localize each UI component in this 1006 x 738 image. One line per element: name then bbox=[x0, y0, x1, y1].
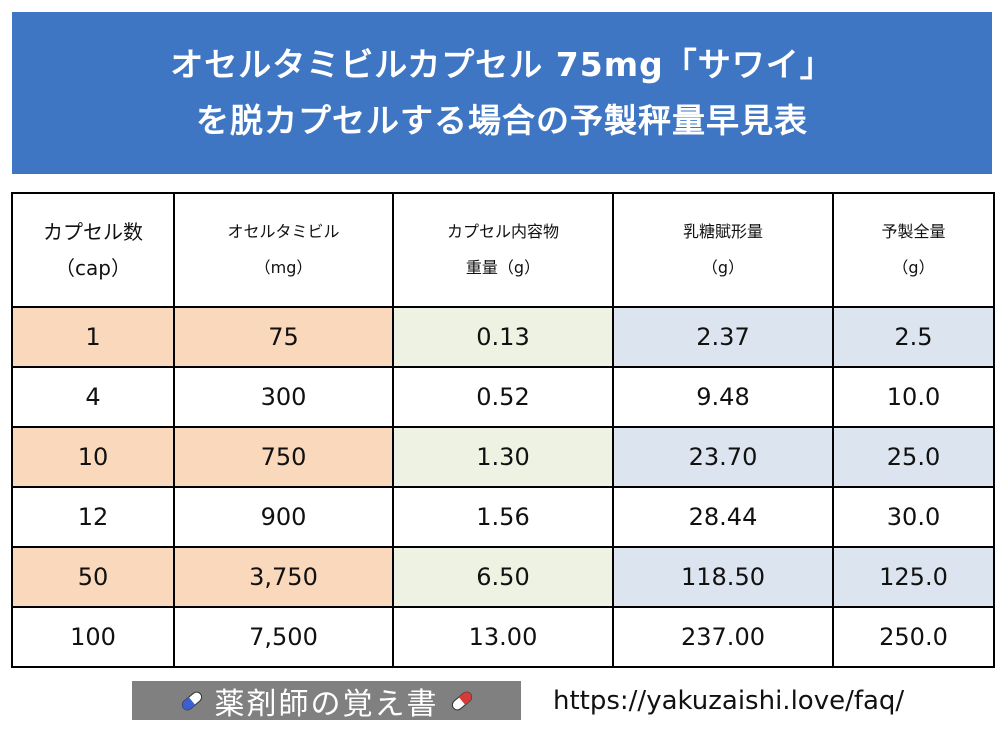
table-cell: 12 bbox=[11, 486, 175, 548]
header-unit: （mg） bbox=[254, 258, 313, 277]
table-cell: 125.0 bbox=[832, 546, 995, 608]
header-label: カプセル内容物 bbox=[446, 222, 559, 241]
header-label: 乳糖賦形量 bbox=[682, 222, 763, 241]
table-cell: 118.50 bbox=[612, 546, 834, 608]
table-cell: 28.44 bbox=[612, 486, 834, 548]
table-cell: 2.37 bbox=[612, 306, 834, 368]
header-unit: （g） bbox=[701, 258, 745, 277]
table-cell: 7,500 bbox=[173, 606, 394, 668]
table-cell: 50 bbox=[11, 546, 175, 608]
table-cell: 13.00 bbox=[392, 606, 614, 668]
table-row: 1 75 0.13 2.37 2.5 bbox=[11, 306, 995, 368]
site-badge[interactable]: 薬剤師の覚え書 bbox=[132, 681, 521, 722]
table-row: 100 7,500 13.00 237.00 250.0 bbox=[11, 606, 995, 668]
table-cell: 10 bbox=[11, 426, 175, 488]
site-name: 薬剤師の覚え書 bbox=[214, 686, 439, 722]
table-cell: 1.56 bbox=[392, 486, 614, 548]
table-cell: 0.52 bbox=[392, 366, 614, 428]
capsule-icon bbox=[451, 691, 472, 710]
table-cell: 75 bbox=[173, 306, 394, 368]
table-row: 4 300 0.52 9.48 10.0 bbox=[11, 366, 995, 428]
header-content-weight: カプセル内容物 重量（g） bbox=[392, 192, 614, 308]
table-cell: 250.0 bbox=[832, 606, 995, 668]
header-total-amount: 予製全量 （g） bbox=[832, 192, 995, 308]
header-label: カプセル数 bbox=[43, 220, 143, 244]
header-label: 予製全量 bbox=[881, 222, 946, 241]
header-capsule-count: カプセル数 （cap） bbox=[11, 192, 175, 308]
table-cell: 25.0 bbox=[832, 426, 995, 488]
table-cell: 23.70 bbox=[612, 426, 834, 488]
weighing-table: カプセル数 （cap） オセルタミビル （mg） カプセル内容物 重量（g） 乳糖賦形… bbox=[11, 192, 995, 668]
header-unit: （cap） bbox=[55, 256, 131, 280]
table-cell: 750 bbox=[173, 426, 394, 488]
table-header-row: カプセル数 （cap） オセルタミビル （mg） カプセル内容物 重量（g） 乳糖賦形… bbox=[11, 192, 995, 308]
table-cell: 300 bbox=[173, 366, 394, 428]
header-label: オセルタミビル bbox=[227, 222, 340, 241]
table-cell: 10.0 bbox=[832, 366, 995, 428]
title-banner: オセルタミビルカプセル 75mg「サワイ」 を脱カプセルする場合の予製秤量早見表 bbox=[12, 12, 992, 174]
capsule-icon bbox=[181, 691, 202, 710]
header-unit: （g） bbox=[892, 258, 935, 277]
table-cell: 0.13 bbox=[392, 306, 614, 368]
table-row: 12 900 1.56 28.44 30.0 bbox=[11, 486, 995, 548]
title-line-1: オセルタミビルカプセル 75mg「サワイ」 bbox=[170, 45, 834, 84]
header-oseltamivir: オセルタミビル （mg） bbox=[173, 192, 394, 308]
table-cell: 1.30 bbox=[392, 426, 614, 488]
header-lactose-amount: 乳糖賦形量 （g） bbox=[612, 192, 834, 308]
table-cell: 900 bbox=[173, 486, 394, 548]
table-cell: 6.50 bbox=[392, 546, 614, 608]
table-row: 10 750 1.30 23.70 25.0 bbox=[11, 426, 995, 488]
table-cell: 30.0 bbox=[832, 486, 995, 548]
table-cell: 4 bbox=[11, 366, 175, 428]
table-cell: 3,750 bbox=[173, 546, 394, 608]
table-cell: 1 bbox=[11, 306, 175, 368]
table-cell: 2.5 bbox=[832, 306, 995, 368]
table-cell: 100 bbox=[11, 606, 175, 668]
table-cell: 9.48 bbox=[612, 366, 834, 428]
table-cell: 237.00 bbox=[612, 606, 834, 668]
table-row: 50 3,750 6.50 118.50 125.0 bbox=[11, 546, 995, 608]
title-line-2: を脱カプセルする場合の予製秤量早見表 bbox=[196, 101, 808, 140]
header-unit: 重量（g） bbox=[465, 258, 541, 277]
site-url-link[interactable]: https://yakuzaishi.love/faq/ bbox=[553, 686, 905, 716]
